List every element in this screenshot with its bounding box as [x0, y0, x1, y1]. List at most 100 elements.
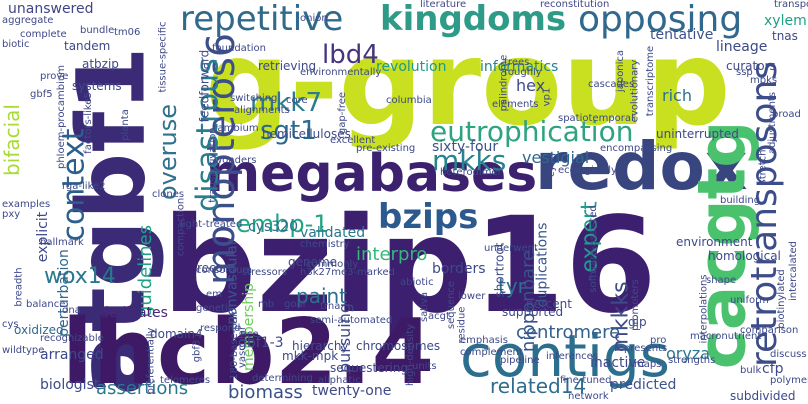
word-fine-tuned: fine-tuned [560, 375, 612, 386]
word-complement: complement [460, 347, 523, 358]
word-lineage: lineage [716, 39, 768, 55]
word-mpks: mpks [750, 75, 778, 86]
word-pipeline: pipeline [500, 355, 540, 366]
word-feedforward: feedforward [197, 49, 212, 123]
word-bzip16: bzip16 [162, 189, 657, 343]
word-semi-automated: semi-automated [310, 315, 393, 326]
word-intercalated: intercalated [788, 240, 800, 302]
word-unanswered: unanswered [8, 1, 94, 17]
word-hallmark: hallmark [40, 237, 84, 248]
word-kingdoms: kingdoms [380, 0, 567, 39]
word-assertions: assertions [96, 378, 189, 399]
word-oxidized: oxidized [14, 323, 64, 337]
word-revolution: revolution [376, 59, 447, 75]
word-elements: elements [492, 99, 539, 110]
word-bzips: bzips [378, 197, 479, 237]
word-validated: validated [300, 225, 366, 241]
word-percent: percent [526, 297, 572, 311]
word-cascades: cascades [588, 79, 635, 90]
word-cys320: cys320 [248, 219, 298, 235]
word-determining: determining [252, 373, 313, 384]
word-uninterrupted: uninterrupted [656, 127, 739, 141]
word-heterodimer: heterodimer [440, 167, 502, 178]
word-bundle: bundle [80, 25, 115, 36]
word-arranged: arranged [40, 347, 104, 363]
word-consortium: consortium [196, 265, 253, 276]
word-g-group: g-group [205, 14, 731, 152]
word-biologist: biologist [40, 377, 100, 393]
word-repetitive: repetitive [180, 0, 344, 39]
word-duplications: duplications [534, 222, 551, 308]
word-hierarchy: hierarchy [292, 339, 349, 353]
word-trna: trna [320, 301, 341, 312]
word-redox: redox [535, 128, 748, 205]
word-related14: related14 [490, 374, 587, 398]
word-guidelines: guidelines [135, 224, 157, 318]
word-opposing: opposing [578, 0, 743, 40]
word-informatics: informatics [480, 59, 559, 75]
word-systems: systems [72, 79, 122, 93]
word-h3k27me3-marked: h3k27me3-marked [300, 267, 395, 278]
word-domain4: domain4 [150, 327, 203, 341]
word-borders: borders [432, 261, 486, 277]
word-genome: genome [288, 255, 338, 269]
word-dedicates: dedicates [100, 305, 168, 321]
word-acgt: acgt [428, 311, 450, 322]
word-reconstitution: reconstitution [540, 0, 610, 10]
word-supported: supported [502, 305, 564, 319]
word-switching: switching [230, 93, 278, 104]
word-chromosomes: chromosomes [356, 339, 441, 353]
word-chemistry: chemistry [300, 239, 350, 250]
word-xylem: xylem [764, 13, 807, 29]
word-atbzip: atbzip [82, 57, 119, 71]
word-sequestering: sequestering [330, 361, 409, 375]
word-biotinylated: biotinylated [775, 269, 787, 329]
word-cyan: cyan [545, 153, 557, 177]
word-tnas: tnas [772, 29, 798, 43]
word-preferentially: preferentially [145, 327, 157, 395]
word-em: em [206, 289, 222, 300]
word-pxy: pxy [2, 209, 21, 220]
word-gip: gip [628, 315, 647, 329]
word-tissue-specific: tissue-specific [157, 21, 169, 93]
word-twenty-one: twenty-one [312, 383, 392, 399]
word-tentative: tentative [650, 27, 714, 43]
word-maps: maps [634, 359, 662, 370]
word-rga-like2: rga-like2 [62, 181, 106, 192]
word-software-assisted: software-assisted [587, 205, 599, 293]
word-commonly: commonly [306, 259, 359, 270]
word-compaction: compaction [175, 197, 187, 257]
word-wox14: wox14 [44, 264, 116, 289]
word-abiotic: abiotic [400, 277, 434, 288]
word-aliphatic: aliphatic [318, 375, 361, 386]
word-cys: cys [2, 319, 19, 330]
word-cambium: cambium [212, 123, 259, 134]
word-interpro: interpro [356, 244, 428, 265]
word-mb: mb [258, 299, 275, 310]
word-foundation: foundation [212, 43, 266, 54]
word-paint: paint [296, 284, 348, 308]
word-residue: residue [456, 306, 468, 344]
word-balance: balance [26, 299, 66, 310]
word-stressors: stressors [242, 267, 288, 278]
word-building: building [720, 195, 761, 206]
word-shape: shape [706, 275, 737, 286]
word-curators: curators [726, 59, 776, 73]
word-gap-free: gap-free [337, 91, 349, 135]
word-biotic: biotic [2, 39, 30, 50]
word-spatiotemporal: spatiotemporal [558, 113, 634, 124]
word-uniform: uniform [730, 295, 769, 306]
word-bifacial: bifacial [0, 104, 24, 176]
word-sativa: sativa [419, 291, 431, 323]
word-vestigial: vestigial [522, 148, 590, 167]
word-factors-like5: factors-like5 [82, 92, 94, 154]
word-complete: complete [20, 29, 67, 40]
word-record: record [197, 261, 236, 275]
word-tm06: tm06 [114, 27, 141, 38]
word-aggregate: aggregate [2, 15, 54, 26]
word-strengths: strengths [668, 355, 716, 366]
word-sgt1: sgt1 [260, 116, 317, 146]
word-trees: trees [504, 57, 530, 68]
word-core: core [286, 95, 308, 106]
